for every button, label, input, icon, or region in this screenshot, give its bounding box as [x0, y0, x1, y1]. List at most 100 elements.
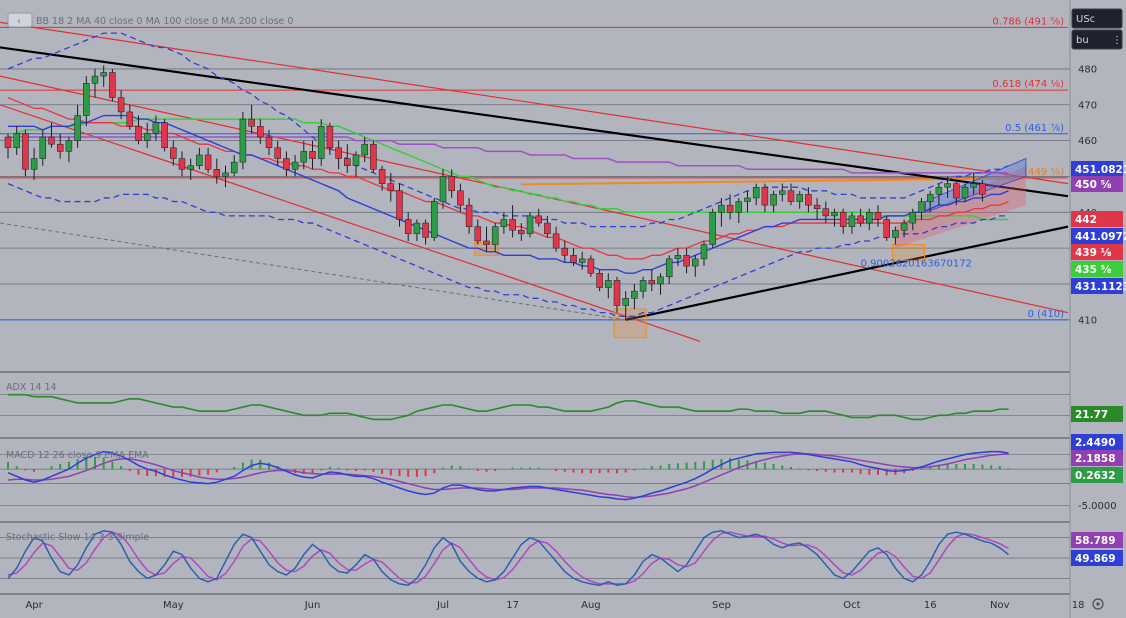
candle[interactable]	[117, 90, 125, 120]
candle[interactable]	[100, 65, 107, 87]
candle[interactable]	[787, 183, 795, 206]
adx-pane[interactable]	[8, 393, 1009, 421]
candle[interactable]	[30, 147, 38, 181]
candle[interactable]	[230, 154, 238, 177]
candle[interactable]	[257, 119, 264, 145]
candle[interactable]	[839, 208, 847, 234]
candle[interactable]	[413, 219, 421, 241]
candle[interactable]	[248, 104, 255, 134]
adx-line[interactable]	[8, 393, 1009, 421]
collapse-legend-button[interactable]	[7, 12, 33, 28]
candle[interactable]	[222, 165, 229, 188]
candle[interactable]	[970, 172, 977, 195]
candle[interactable]	[335, 140, 342, 170]
candle[interactable]	[613, 276, 621, 313]
drawings-layer[interactable]: 0.786 (491 ⅝) 0.618 (474 ⅛) 0.5 (461 ⅞) (44…	[0, 16, 1069, 342]
candle[interactable]	[926, 190, 934, 213]
candle[interactable]	[309, 140, 316, 170]
candle[interactable]	[465, 197, 473, 234]
candle[interactable]	[178, 151, 186, 177]
candle[interactable]	[65, 137, 73, 163]
candle[interactable]	[709, 208, 716, 249]
ma200-line[interactable]	[8, 136, 1009, 174]
candle[interactable]	[291, 154, 299, 177]
channel-top-line[interactable]	[0, 21, 1069, 185]
candle[interactable]	[622, 291, 629, 320]
candle[interactable]	[761, 183, 769, 213]
candle[interactable]	[770, 190, 777, 213]
candle[interactable]	[431, 197, 438, 241]
stochastic-pane[interactable]	[7, 530, 1009, 586]
candle[interactable]	[578, 251, 586, 270]
stoch-k-line[interactable]	[7, 530, 1009, 586]
candle[interactable]	[692, 255, 699, 277]
bollinger-lower-line[interactable]	[7, 183, 1009, 317]
candle[interactable]	[587, 255, 595, 277]
candle[interactable]	[326, 122, 334, 155]
candle[interactable]	[639, 276, 647, 299]
candle[interactable]	[918, 197, 925, 220]
downtrend-line[interactable]	[0, 46, 1069, 198]
candle[interactable]	[813, 197, 821, 220]
candle[interactable]	[500, 212, 508, 234]
candle[interactable]	[187, 158, 194, 181]
candle[interactable]	[283, 151, 290, 177]
candle[interactable]	[866, 208, 873, 231]
candle[interactable]	[779, 183, 786, 202]
candle[interactable]	[526, 212, 534, 238]
candle[interactable]	[822, 201, 830, 224]
candle[interactable]	[857, 208, 864, 227]
channel-bottom-line[interactable]	[0, 104, 701, 342]
candle[interactable]	[300, 140, 308, 170]
candle[interactable]	[570, 248, 577, 267]
candle[interactable]	[265, 129, 273, 155]
candle[interactable]	[457, 183, 464, 213]
candle[interactable]	[831, 208, 838, 227]
candle[interactable]	[109, 68, 116, 102]
candle[interactable]	[13, 126, 20, 155]
candle[interactable]	[22, 129, 29, 177]
candle[interactable]	[370, 140, 377, 173]
candle[interactable]	[953, 180, 960, 206]
bollinger-upper-line[interactable]	[7, 32, 1009, 228]
candle[interactable]	[848, 212, 856, 234]
candle[interactable]	[718, 197, 725, 227]
candle[interactable]	[204, 147, 212, 173]
candle[interactable]	[378, 165, 386, 191]
candle[interactable]	[56, 133, 64, 159]
candle[interactable]	[143, 122, 151, 148]
candle[interactable]	[170, 140, 177, 166]
candle[interactable]	[605, 273, 612, 299]
candle[interactable]	[752, 183, 760, 206]
candle[interactable]	[135, 115, 142, 145]
candle[interactable]	[744, 190, 751, 213]
candle[interactable]	[213, 158, 221, 184]
candle[interactable]	[535, 208, 542, 227]
candle[interactable]	[39, 129, 47, 166]
currency-selector[interactable]: USc	[1071, 8, 1123, 29]
macd-pane[interactable]	[7, 450, 1010, 501]
candle[interactable]	[796, 190, 803, 209]
candle[interactable]	[48, 122, 55, 148]
price-pane[interactable]	[4, 32, 1009, 320]
candle[interactable]	[665, 255, 673, 284]
candle[interactable]	[439, 169, 447, 209]
candle[interactable]	[448, 169, 455, 198]
rising-channel-fill[interactable]	[895, 165, 1026, 249]
uptrend-line[interactable]	[625, 225, 1069, 321]
candle[interactable]	[657, 273, 664, 295]
candle[interactable]	[196, 147, 203, 170]
candle[interactable]	[735, 197, 743, 224]
macd-line[interactable]	[7, 450, 1009, 501]
candle[interactable]	[892, 226, 899, 245]
candle[interactable]	[317, 119, 325, 166]
candle[interactable]	[726, 194, 734, 220]
mode-selector[interactable]: bu ⋮	[1071, 29, 1123, 50]
candle[interactable]	[944, 176, 951, 198]
candle[interactable]	[648, 269, 656, 292]
candle[interactable]	[74, 104, 81, 148]
candle[interactable]	[483, 226, 490, 252]
settings-button[interactable]	[1092, 598, 1104, 610]
candle[interactable]	[387, 172, 395, 202]
